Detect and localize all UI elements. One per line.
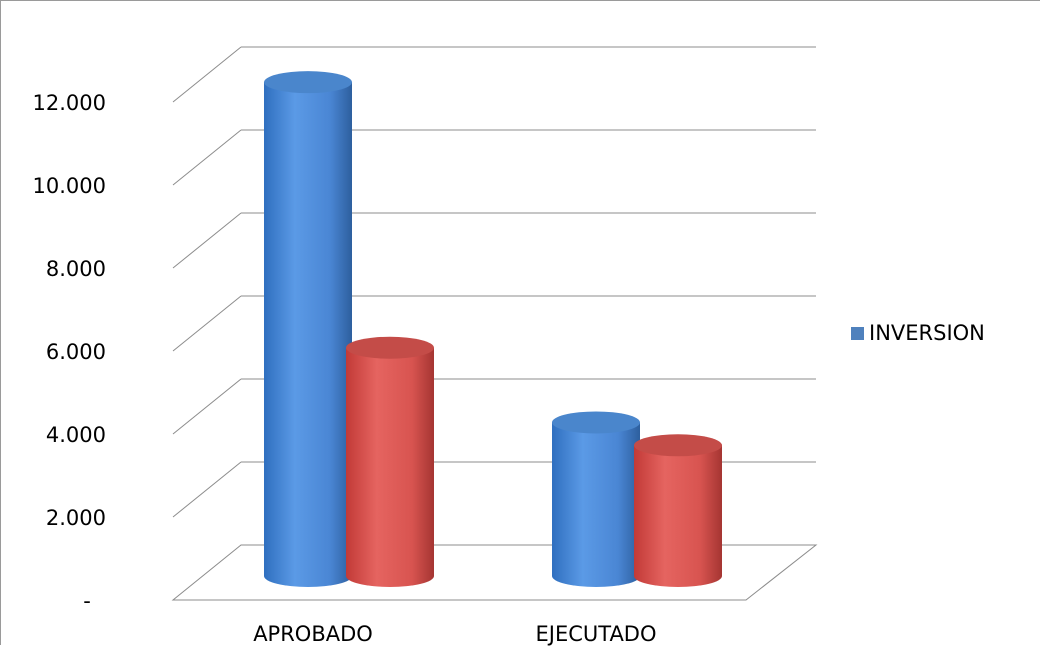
x-tick-label: EJECUTADO [535, 622, 656, 646]
bar-aprobado-series-2 [346, 336, 434, 587]
gridline-diagonal [172, 46, 242, 103]
y-tick-label: 6.000 [46, 340, 106, 364]
bar-cylinder-top [634, 434, 722, 457]
y-tick-label: 4.000 [46, 423, 106, 447]
bar-cylinder-body [264, 82, 352, 588]
y-tick-label: 2.000 [46, 506, 106, 530]
gridline-diagonal [172, 295, 242, 352]
y-tick-label: - [83, 589, 91, 613]
y-tick-label: 10.000 [33, 174, 106, 198]
legend-swatch [851, 327, 864, 340]
y-tick-label: 12.000 [33, 91, 106, 115]
gridline-diagonal [172, 461, 242, 518]
legend-label: INVERSION [869, 321, 985, 345]
bar-cylinder-top [552, 411, 640, 434]
bar-ejecutado-series-1 [552, 411, 640, 587]
gridline-diagonal [172, 129, 242, 186]
bar-cylinder-body [552, 422, 640, 587]
bar-ejecutado-series-2 [634, 434, 722, 587]
bar-cylinder-body [346, 347, 434, 587]
chart-floor [171, 544, 818, 601]
bar-cylinder-top [346, 336, 434, 359]
gridline-diagonal [172, 378, 242, 435]
bar-cylinder-top [264, 71, 352, 94]
gridline-diagonal [172, 212, 242, 269]
bar-aprobado-series-1 [264, 71, 352, 588]
bar-cylinder-body [634, 445, 722, 587]
x-tick-label: APROBADO [253, 622, 373, 646]
y-tick-label: 8.000 [46, 257, 106, 281]
